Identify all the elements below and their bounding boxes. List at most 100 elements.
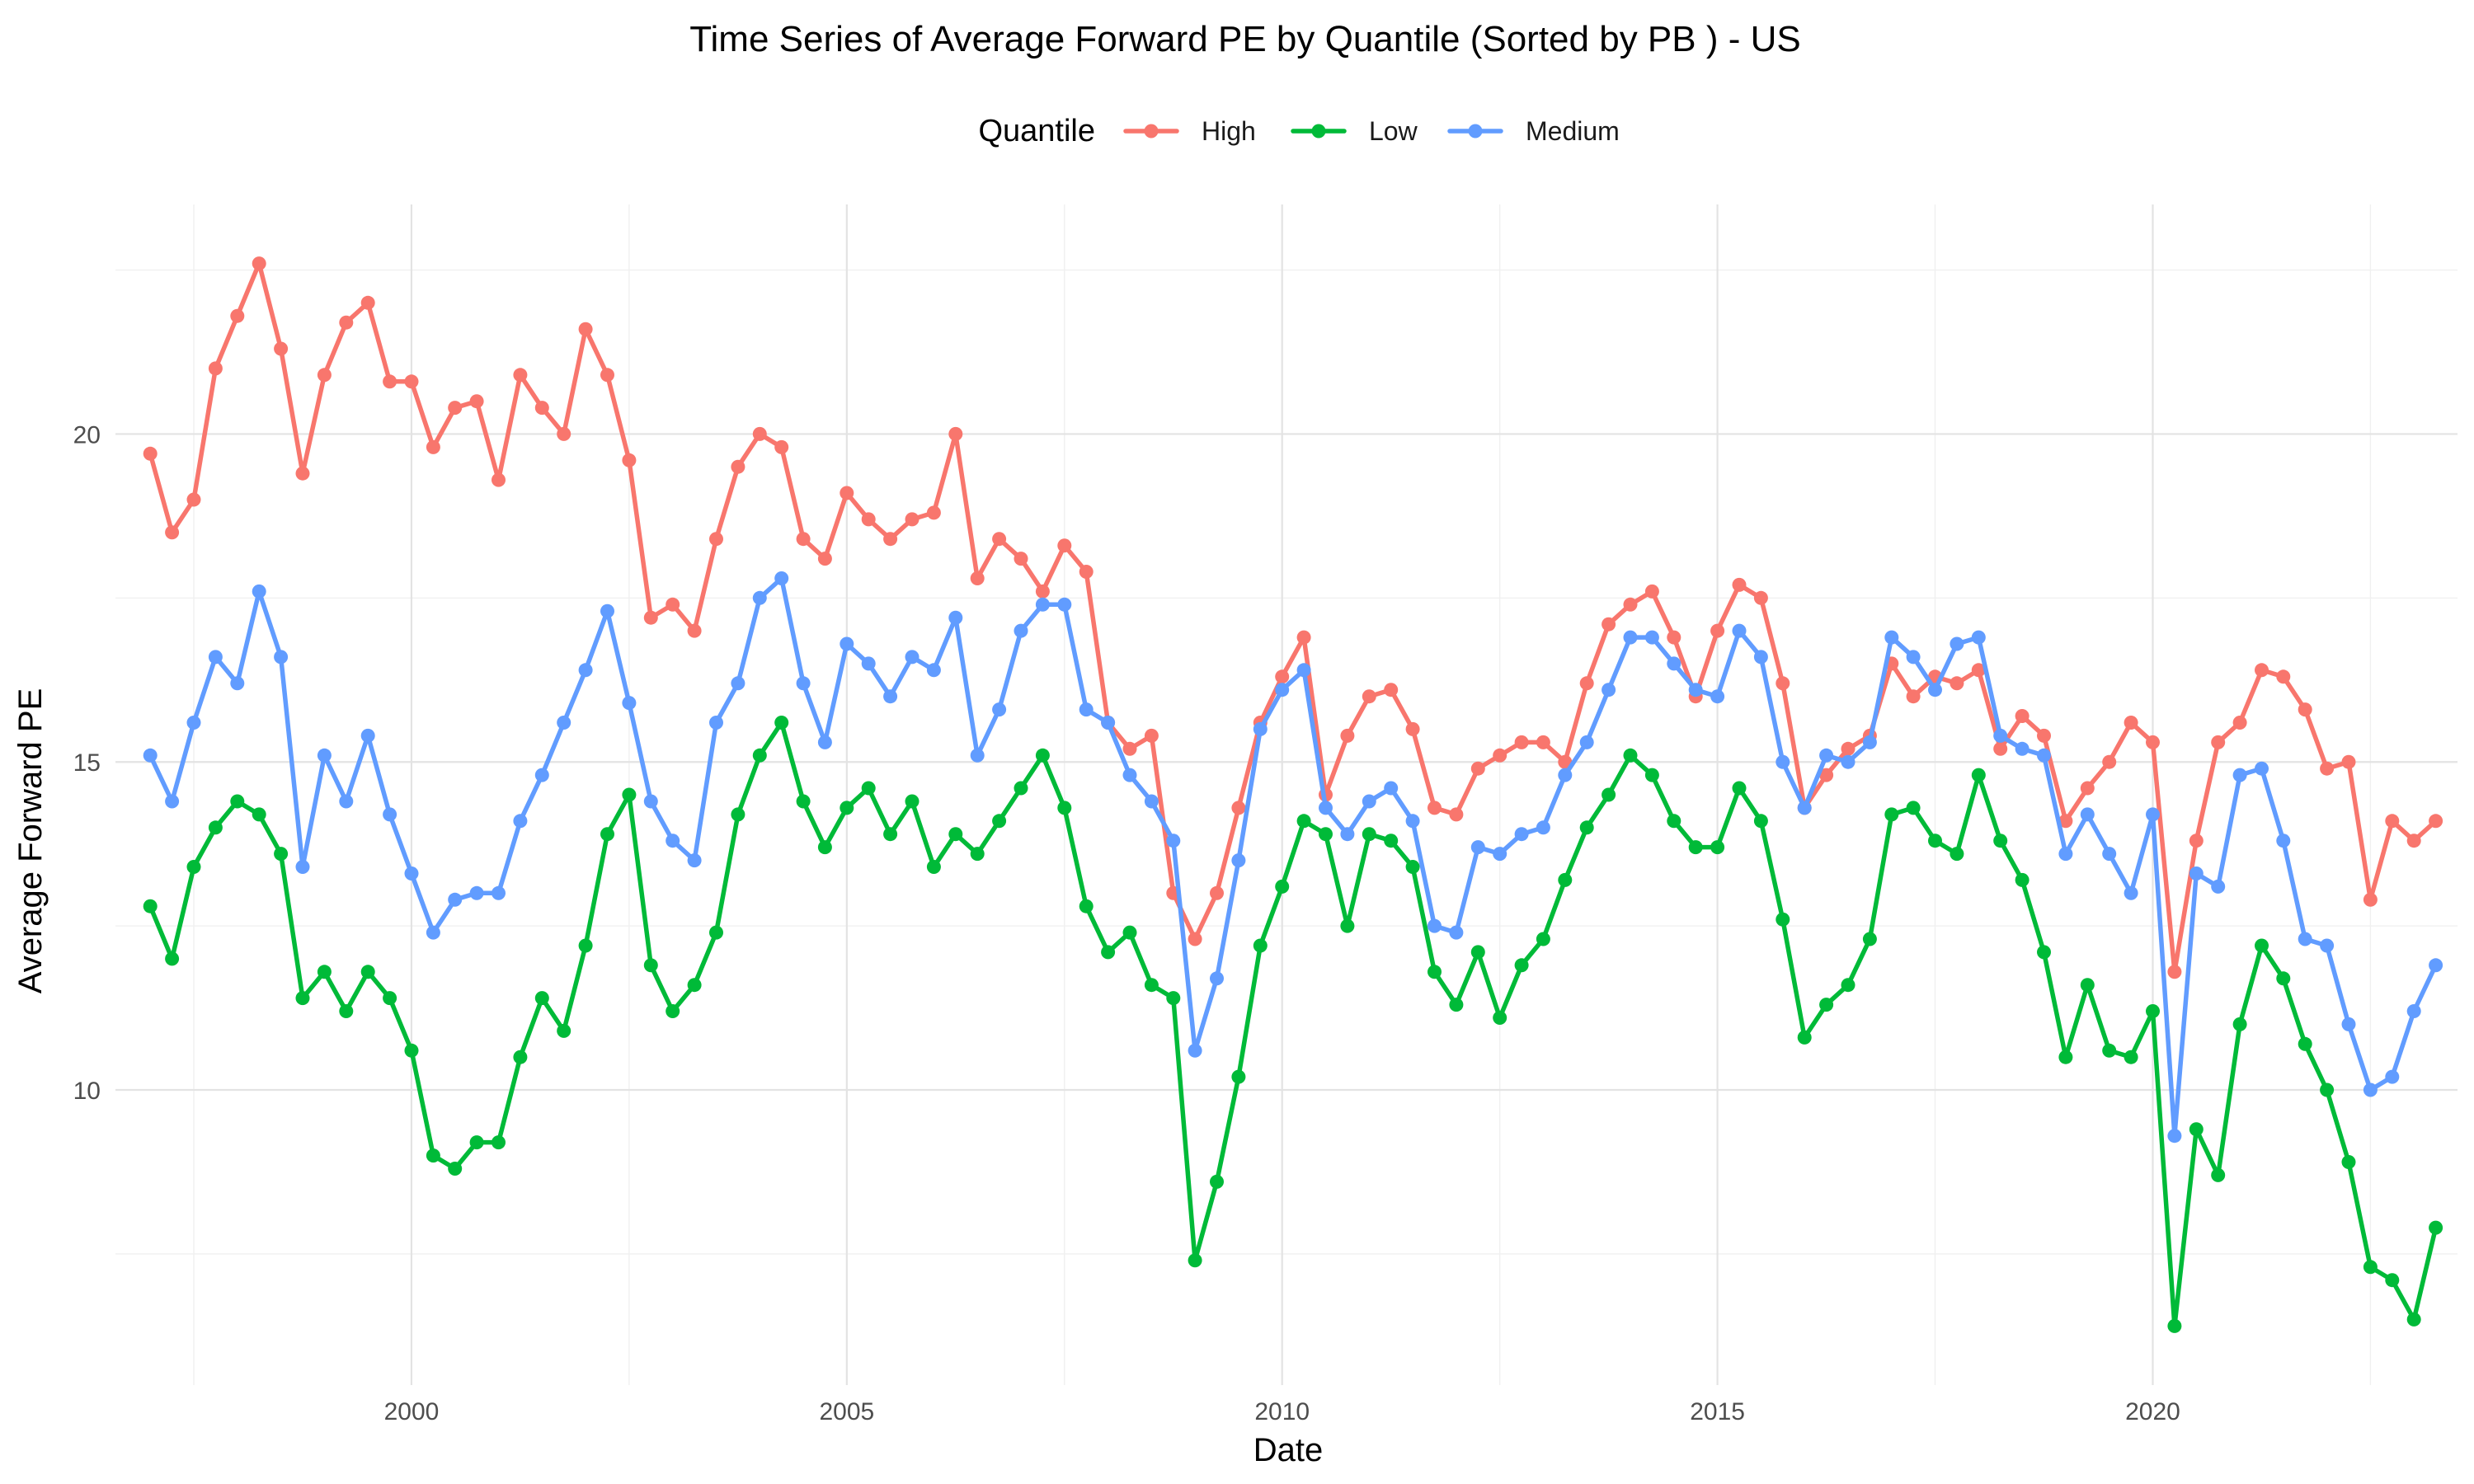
legend-item-medium: Medium: [1447, 116, 1620, 146]
data-point: [817, 552, 832, 566]
data-point: [404, 866, 419, 881]
data-point: [1688, 683, 1703, 697]
data-point: [383, 991, 397, 1006]
data-point: [1644, 768, 1659, 782]
data-point: [2276, 971, 2291, 986]
x-axis-ticks: 2000 2005 2010 2015 2020: [384, 1398, 2180, 1425]
data-point: [274, 847, 289, 862]
data-point: [1928, 834, 1942, 848]
data-point: [2189, 1122, 2204, 1137]
data-point: [513, 814, 528, 829]
data-point: [1275, 669, 1290, 684]
data-point: [861, 656, 876, 671]
data-point: [492, 472, 506, 487]
data-point: [469, 394, 484, 409]
data-point: [2102, 1043, 2117, 1058]
legend-title: Quantile: [978, 114, 1095, 148]
data-point: [1688, 840, 1703, 855]
data-point: [905, 512, 920, 527]
data-point: [186, 860, 201, 874]
data-point: [948, 426, 963, 441]
data-point: [208, 650, 223, 665]
data-point: [1950, 847, 1964, 862]
data-point: [2189, 866, 2204, 881]
data-point: [469, 1135, 484, 1150]
x-tick-label: 2010: [1254, 1398, 1310, 1425]
data-point: [426, 439, 440, 454]
data-point: [208, 820, 223, 835]
data-point: [1776, 912, 1790, 927]
data-point: [2363, 1082, 2378, 1097]
data-point: [992, 702, 1007, 717]
data-point: [1753, 650, 1768, 665]
data-point: [1602, 617, 1616, 632]
data-point: [534, 401, 549, 416]
legend-item-high: High: [1123, 116, 1256, 146]
data-point: [1971, 768, 1986, 782]
data-point: [1014, 623, 1028, 638]
data-point: [970, 847, 985, 862]
data-point: [165, 794, 180, 809]
data-point: [339, 794, 354, 809]
x-tick-label: 2005: [819, 1398, 874, 1425]
data-point: [1384, 834, 1399, 848]
data-point: [2167, 1318, 2182, 1333]
x-tick-label: 2015: [1690, 1398, 1745, 1425]
data-point: [1384, 683, 1399, 697]
data-point: [1144, 728, 1159, 743]
data-point: [2232, 768, 2247, 782]
legend-label: Low: [1369, 116, 1418, 146]
data-point: [2124, 885, 2138, 900]
data-point: [2298, 702, 2312, 717]
data-point: [622, 787, 637, 802]
data-point: [1144, 978, 1159, 993]
data-point: [2146, 1004, 2160, 1018]
data-point: [383, 807, 397, 822]
data-point: [2320, 761, 2335, 776]
data-point: [2102, 847, 2117, 862]
data-point: [448, 892, 463, 907]
data-point: [143, 899, 158, 913]
data-point: [360, 965, 375, 979]
data-point: [905, 794, 920, 809]
data-point: [143, 446, 158, 461]
data-point: [2037, 728, 2051, 743]
data-point: [2341, 1155, 2356, 1169]
data-point: [2320, 938, 2335, 953]
data-point: [1275, 879, 1290, 894]
data-point: [1057, 597, 1072, 612]
data-point: [1710, 840, 1725, 855]
data-point: [339, 315, 354, 330]
data-point: [2037, 748, 2051, 763]
data-point: [1862, 932, 1877, 946]
data-point: [1536, 932, 1550, 946]
data-point: [2363, 1260, 2378, 1275]
series-line-medium: [148, 575, 2439, 1139]
data-point: [666, 834, 680, 848]
data-point: [948, 610, 963, 625]
data-point: [1275, 683, 1290, 697]
data-point: [2276, 669, 2291, 684]
data-point: [2146, 807, 2160, 822]
data-point: [557, 716, 571, 730]
data-point: [796, 676, 811, 691]
data-point: [1797, 1030, 1812, 1045]
data-point: [143, 748, 158, 763]
data-point: [2211, 735, 2226, 749]
data-point: [2037, 945, 2051, 960]
data-point: [448, 1162, 463, 1176]
data-point: [2255, 761, 2269, 776]
data-point: [317, 748, 332, 763]
data-point: [1427, 965, 1442, 979]
data-point: [1188, 932, 1202, 946]
series-line-high: [148, 261, 2439, 974]
data-point: [1210, 1174, 1224, 1189]
data-point: [2429, 1220, 2443, 1235]
data-point: [992, 814, 1007, 829]
legend-items: High Low Medium: [1123, 116, 1620, 146]
data-point: [1122, 925, 1137, 940]
data-point: [1841, 741, 1856, 756]
data-point: [687, 853, 702, 868]
data-point: [1753, 590, 1768, 605]
y-axis-ticks: 10 15 20: [73, 421, 101, 1105]
